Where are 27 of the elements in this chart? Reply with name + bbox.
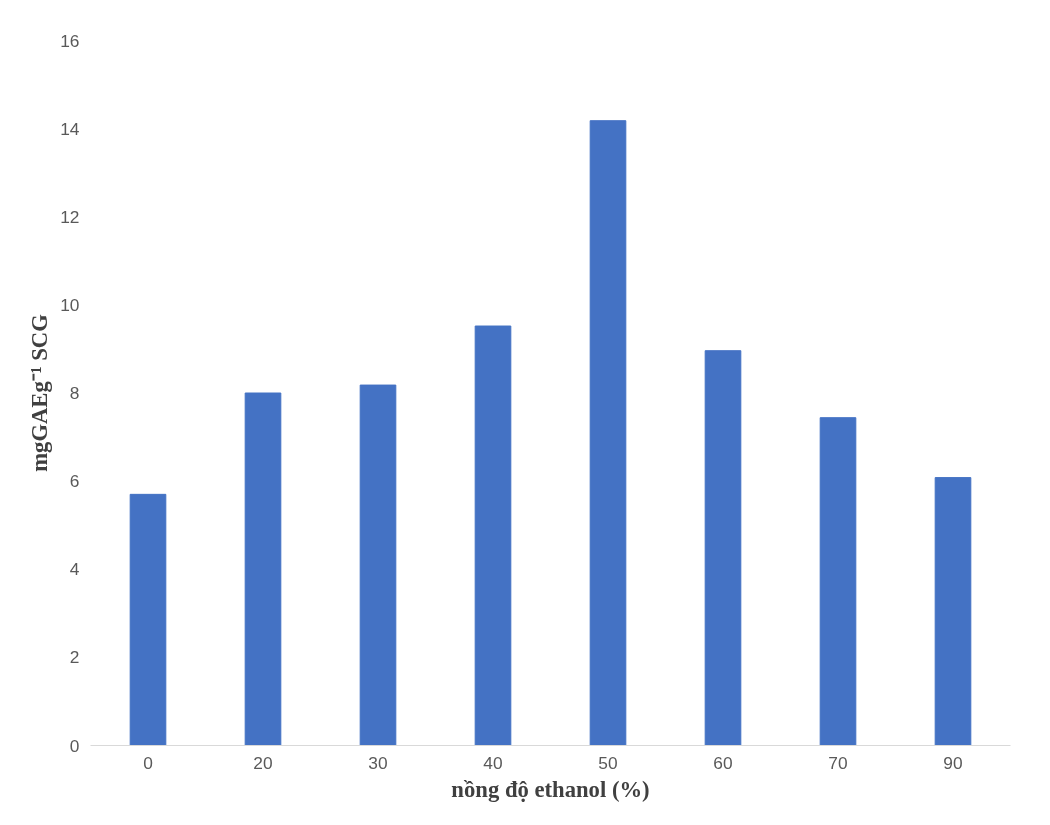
y-tick-label: 4 xyxy=(69,559,80,580)
bar xyxy=(129,493,167,746)
y-tick-label: 6 xyxy=(69,471,80,492)
y-tick-label: 10 xyxy=(60,294,80,315)
y-tick-label: 2 xyxy=(69,647,80,668)
bar xyxy=(244,392,282,746)
y-tick-label: 8 xyxy=(69,383,80,403)
y-axis-title: mgGAEg⁻¹ SCG xyxy=(27,314,53,472)
x-tick-label: 40 xyxy=(483,752,503,773)
x-axis-title: nồng độ ethanol (%) xyxy=(451,776,650,802)
x-tick-label: 30 xyxy=(368,752,388,773)
x-tick-label: 70 xyxy=(828,752,848,773)
y-tick-label: 16 xyxy=(60,30,80,51)
bar xyxy=(704,350,742,746)
x-tick-label: 60 xyxy=(713,752,733,773)
y-tick-label: 14 xyxy=(60,118,80,139)
bar xyxy=(934,477,972,746)
bar xyxy=(474,325,512,746)
x-tick-label: 0 xyxy=(143,752,153,773)
bar xyxy=(589,120,627,746)
x-tick-label: 50 xyxy=(598,752,618,773)
y-tick-label: 0 xyxy=(69,735,80,756)
bar xyxy=(359,384,397,746)
y-tick-label: 12 xyxy=(60,206,80,227)
x-tick-label: 90 xyxy=(943,752,963,773)
x-tick-label: 20 xyxy=(253,752,273,773)
bar xyxy=(819,417,857,746)
